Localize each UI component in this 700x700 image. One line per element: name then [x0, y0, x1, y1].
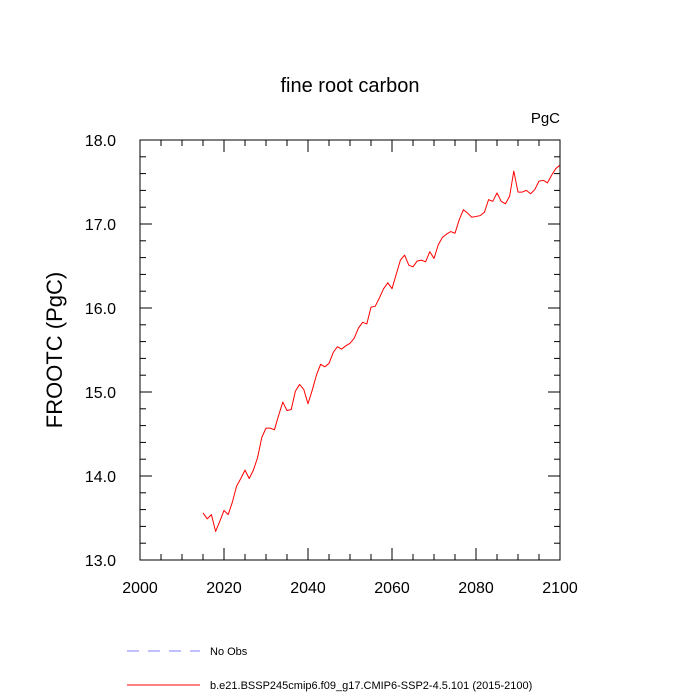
chart-title: fine root carbon: [281, 75, 420, 97]
x-tick-label: 2100: [542, 580, 578, 597]
x-tick-label: 2060: [374, 580, 410, 597]
legend-label: No Obs: [210, 646, 248, 658]
legend-label: b.e21.BSSP245cmip6.f09_g17.CMIP6-SSP2-4.…: [210, 680, 532, 692]
series-line: [202, 164, 561, 532]
axis-ticks: [139, 139, 561, 561]
units-label: PgC: [531, 110, 560, 127]
y-tick-label: 16.0: [85, 301, 116, 318]
y-tick-label: 14.0: [85, 469, 116, 486]
x-tick-label: 2040: [290, 580, 326, 597]
x-tick-label: 2020: [206, 580, 242, 597]
y-tick-label: 18.0: [85, 133, 116, 150]
axis-tick-labels: 2000 2020 2040 2060 2080 2100 13.0 14.0 15.0 16.0…: [85, 133, 578, 597]
plot-lines: [202, 164, 561, 532]
legend: No Obs b.e21.BSSP245cmip6.f09_g17.CMIP6-S…: [127, 646, 532, 692]
x-tick-label: 2080: [458, 580, 494, 597]
y-axis-label: FROOTC (PgC): [42, 272, 67, 428]
y-tick-label: 17.0: [85, 217, 116, 234]
x-tick-label: 2000: [122, 580, 158, 597]
plot-frame: [139, 139, 561, 561]
y-tick-label: 13.0: [85, 553, 116, 570]
y-tick-label: 15.0: [85, 385, 116, 402]
